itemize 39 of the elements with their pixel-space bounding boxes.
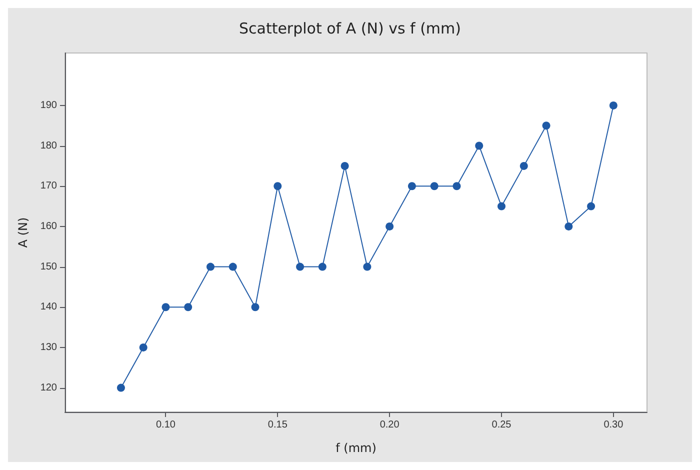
point xyxy=(386,222,394,230)
point xyxy=(296,262,304,271)
x-axis-title: f (mm) xyxy=(336,441,376,455)
point xyxy=(452,182,461,190)
y-tick-label: 130 xyxy=(40,342,58,353)
x-tick-label: 0.15 xyxy=(268,420,288,430)
point xyxy=(251,303,260,312)
point xyxy=(408,182,416,190)
point xyxy=(520,162,528,170)
y-tick-label: 170 xyxy=(40,180,58,192)
point xyxy=(340,162,349,170)
y-tick-label: 120 xyxy=(40,382,58,394)
y-tick-label: 140 xyxy=(40,302,58,313)
point xyxy=(228,262,237,271)
point xyxy=(162,303,170,312)
point xyxy=(206,262,214,271)
y-tick-label: 150 xyxy=(40,261,58,272)
point xyxy=(363,262,372,271)
y-tick-label: 190 xyxy=(40,100,58,111)
chart-title: Scatterplot of A (N) vs f (mm) xyxy=(238,20,462,38)
point xyxy=(564,222,573,230)
point xyxy=(430,182,438,190)
point xyxy=(139,343,148,352)
point xyxy=(498,202,506,210)
point xyxy=(475,142,484,150)
x-tick-label: 0.10 xyxy=(156,420,176,430)
point xyxy=(274,182,282,190)
x-tick-label: 0.20 xyxy=(380,420,400,430)
point xyxy=(318,262,326,271)
y-tick-label: 180 xyxy=(40,140,58,152)
x-tick-label: 0.25 xyxy=(492,420,512,430)
point xyxy=(609,101,618,110)
point xyxy=(587,202,596,210)
y-tick-label: 160 xyxy=(40,220,58,232)
point xyxy=(116,384,125,392)
point xyxy=(542,122,550,130)
y-axis-title: A (N) xyxy=(16,217,30,248)
x-tick-label: 0.30 xyxy=(604,420,624,430)
point xyxy=(184,303,192,312)
